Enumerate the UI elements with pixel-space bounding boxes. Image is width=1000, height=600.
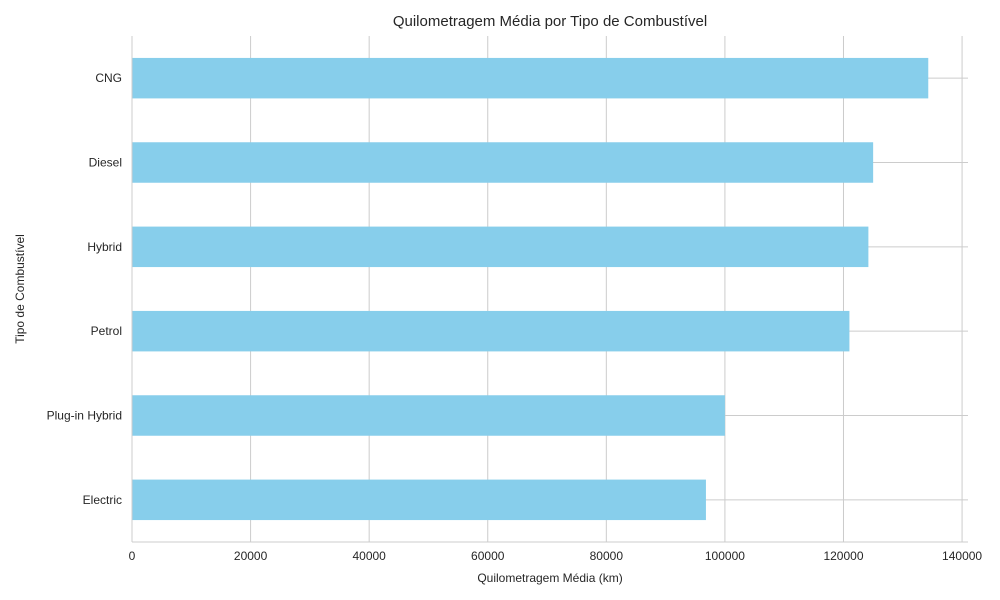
x-tick-label: 80000	[590, 549, 624, 563]
x-tick-label: 0	[129, 549, 136, 563]
x-tick-label: 120000	[823, 549, 863, 563]
y-axis-label: Tipo de Combustível	[13, 234, 27, 344]
bar-electric	[132, 479, 706, 521]
bar-diesel	[132, 142, 874, 183]
bar-hybrid	[132, 226, 869, 268]
axes	[131, 36, 968, 543]
chart-title: Quilometragem Média por Tipo de Combustí…	[393, 13, 707, 30]
bar-petrol	[132, 310, 850, 352]
x-tick-label: 20000	[234, 549, 268, 563]
bar-plug-in-hybrid	[132, 395, 725, 436]
y-tick-label: CNG	[95, 71, 122, 85]
x-tick-label: 100000	[705, 549, 745, 563]
y-tick-label: Diesel	[89, 156, 122, 170]
bars	[132, 57, 929, 521]
x-tick-label: 60000	[471, 549, 505, 563]
x-tick-label: 140000	[942, 549, 982, 563]
x-axis-label: Quilometragem Média (km)	[477, 571, 622, 585]
bar-cng	[132, 57, 929, 99]
y-tick-label: Petrol	[91, 324, 122, 338]
y-tick-label: Electric	[83, 493, 122, 507]
y-tick-label: Hybrid	[87, 240, 122, 254]
y-tick-label: Plug-in Hybrid	[47, 409, 122, 423]
x-tick-label: 40000	[352, 549, 386, 563]
tick-labels: 0 20000 40000 60000 80000 100000 120000 140000 C…	[47, 71, 983, 563]
